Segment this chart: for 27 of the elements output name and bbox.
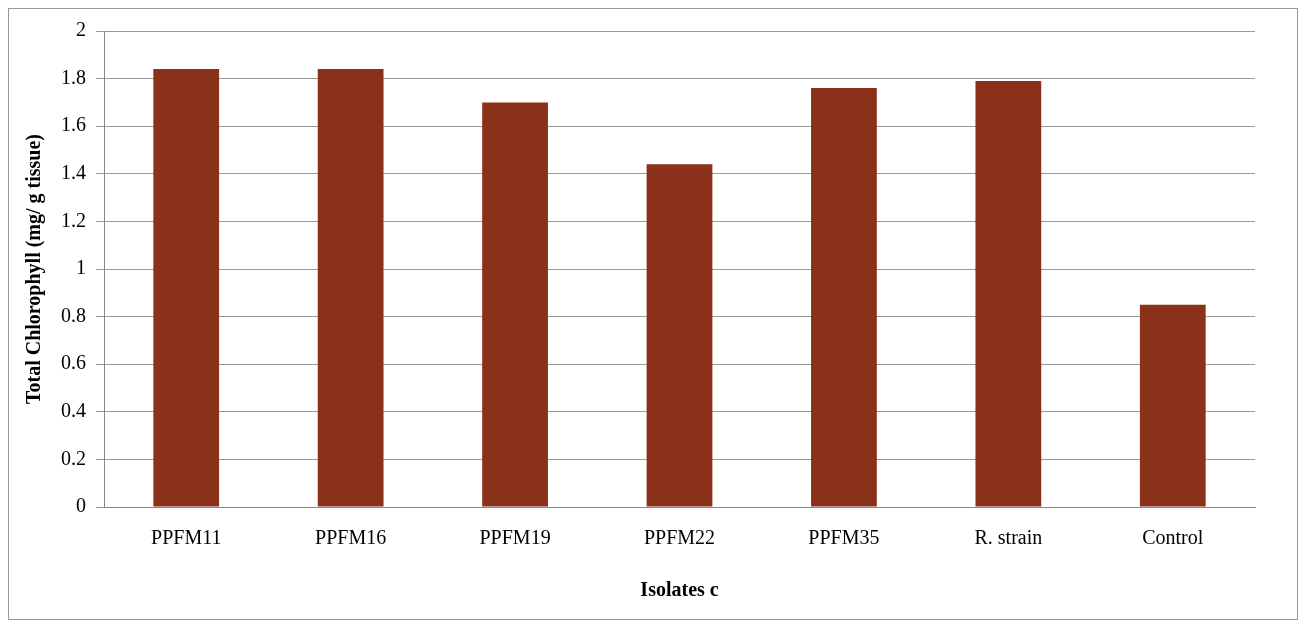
bar (482, 102, 548, 507)
x-tick-label: PPFM22 (643, 526, 716, 549)
y-tick-label: 2 (76, 18, 86, 41)
y-tick-label: 0.4 (61, 399, 86, 422)
y-tick-label: 1 (76, 256, 86, 279)
bar (317, 69, 384, 507)
x-axis-title: Isolates c (640, 578, 719, 601)
y-axis-title: Total Chlorophyll (mg/ g tissue) (22, 133, 46, 405)
x-tick-label: Control (1142, 526, 1204, 549)
x-tick-label: PPFM16 (315, 526, 387, 549)
bar (1139, 304, 1206, 507)
y-tick-label: 1.4 (61, 161, 86, 184)
bar (646, 164, 713, 507)
x-tick-label: PPFM35 (808, 526, 880, 549)
y-tick-label: 0.6 (61, 351, 86, 374)
y-tick-label: 0.8 (61, 303, 86, 326)
bar (975, 80, 1042, 507)
x-tick-label: R. strain (974, 526, 1043, 549)
y-tick-label: 0.2 (61, 446, 86, 469)
bar (153, 69, 220, 507)
y-tick-label: 0 (76, 494, 86, 517)
y-tick-label: 1.6 (61, 113, 86, 136)
bar (811, 88, 877, 507)
y-tick-label: 1.8 (61, 65, 86, 88)
x-tick-label: PPFM11 (151, 526, 222, 549)
y-tick-label: 1.2 (61, 208, 86, 231)
x-tick-label: PPFM19 (479, 526, 551, 549)
